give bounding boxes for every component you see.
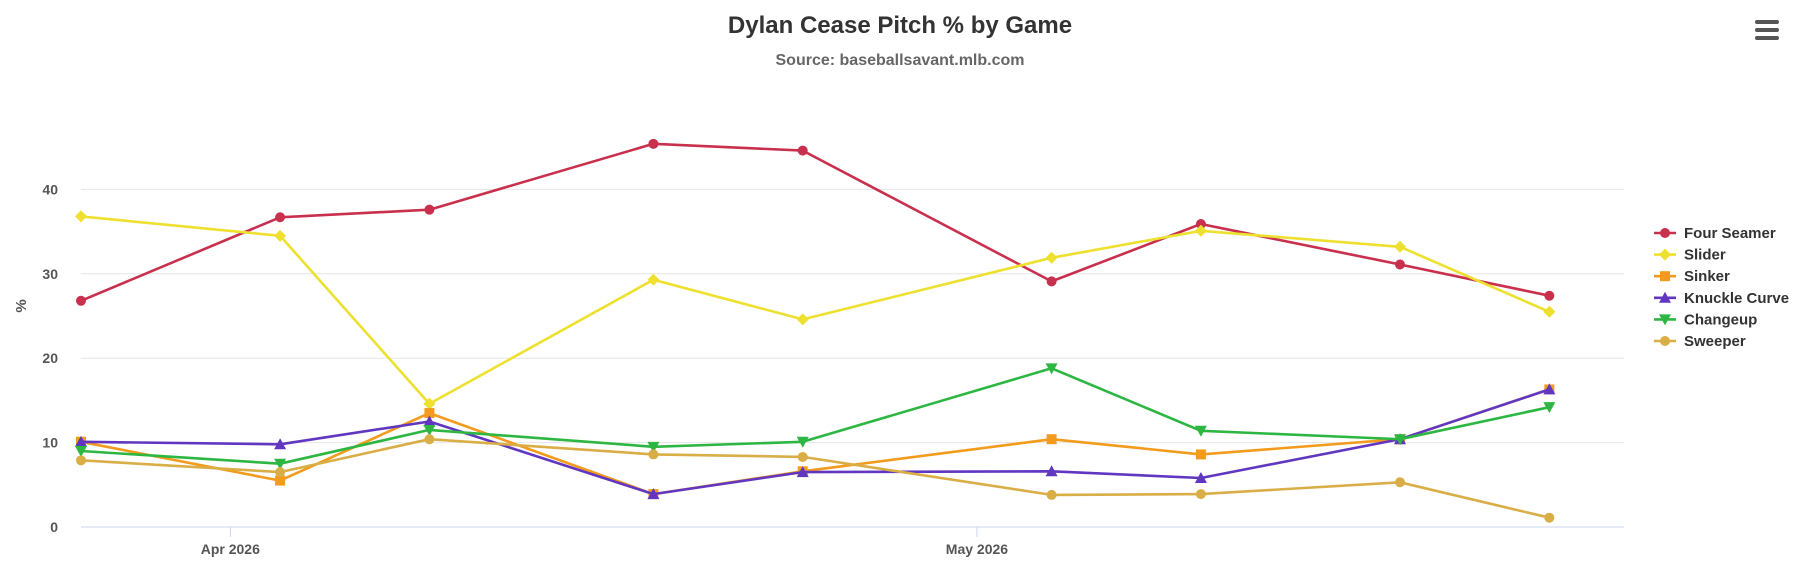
data-point[interactable] (797, 145, 808, 156)
data-point[interactable] (1544, 512, 1555, 523)
legend-item[interactable]: Slider (1654, 247, 1726, 264)
data-point[interactable] (1543, 305, 1556, 318)
legend-marker-symbol (1659, 314, 1671, 326)
legend-label: Knuckle Curve (1684, 290, 1789, 307)
data-point[interactable] (1046, 489, 1057, 500)
series-slider[interactable] (75, 210, 1556, 410)
data-point[interactable] (424, 204, 435, 215)
menu-bar-icon (1755, 20, 1779, 24)
data-point[interactable] (796, 436, 809, 448)
data-point[interactable] (423, 424, 436, 436)
data-point[interactable] (274, 458, 287, 470)
data-point[interactable] (76, 455, 86, 466)
legend-marker-symbol (1659, 248, 1671, 261)
data-point[interactable] (274, 438, 287, 450)
data-point[interactable] (275, 467, 286, 478)
data-point[interactable] (1544, 290, 1555, 301)
legend-marker-symbol (1660, 271, 1670, 282)
x-tick-label: Apr 2026 (201, 541, 260, 557)
y-tick-label: 20 (42, 350, 58, 366)
data-point[interactable] (1395, 477, 1406, 488)
data-point[interactable] (1194, 224, 1207, 237)
series-four-seamer[interactable] (76, 138, 1555, 306)
data-point[interactable] (1543, 383, 1556, 395)
chart-title: Dylan Cease Pitch % by Game (728, 12, 1072, 39)
data-point[interactable] (647, 488, 660, 500)
data-point[interactable] (796, 466, 809, 478)
data-point[interactable] (424, 408, 435, 419)
legend-label: Four Seamer (1684, 225, 1776, 242)
data-point[interactable] (275, 212, 286, 223)
axes: 0 10 20 30 40 Apr 2026 May 2026 (42, 181, 1624, 557)
series-line (79, 215, 1551, 406)
y-axis-title: % (13, 299, 30, 312)
data-point[interactable] (647, 273, 660, 286)
menu-bar-icon (1755, 36, 1779, 40)
legend-label: Slider (1684, 247, 1726, 264)
data-point[interactable] (275, 475, 286, 486)
series-sweeper[interactable] (76, 434, 1555, 523)
series-changeup[interactable] (75, 363, 1556, 470)
legend-item[interactable]: Changeup (1654, 311, 1757, 328)
data-point[interactable] (1046, 276, 1057, 287)
data-point[interactable] (76, 295, 86, 306)
data-point[interactable] (1543, 402, 1556, 414)
legend-label: Sweeper (1684, 333, 1746, 350)
data-point[interactable] (1394, 434, 1407, 446)
y-tick-label: 30 (42, 266, 58, 282)
data-point[interactable] (75, 446, 87, 458)
legend-marker-symbol (1660, 228, 1670, 238)
data-point[interactable] (423, 397, 436, 410)
menu-bar-icon (1755, 28, 1779, 32)
data-point[interactable] (1045, 465, 1058, 477)
data-point[interactable] (796, 313, 809, 326)
y-tick-label: 10 (42, 435, 58, 451)
series-line (79, 437, 1551, 519)
x-tick-label: May 2026 (946, 541, 1008, 557)
legend: Four Seamer Slider Sinker Knuckle Curve Chan… (1654, 225, 1789, 350)
data-point[interactable] (423, 415, 436, 427)
y-tick-label: 0 (50, 519, 58, 535)
data-point[interactable] (1045, 251, 1058, 264)
data-point[interactable] (647, 441, 660, 453)
legend-marker-symbol (1659, 291, 1671, 303)
series-knuckle-curve[interactable] (75, 383, 1556, 500)
data-point[interactable] (1045, 363, 1058, 375)
data-point[interactable] (75, 435, 87, 447)
data-point[interactable] (1194, 472, 1207, 484)
data-point[interactable] (1194, 425, 1207, 437)
chart-menu-button[interactable] (1752, 16, 1782, 44)
legend-item[interactable]: Sinker (1654, 268, 1730, 285)
data-point[interactable] (75, 210, 87, 223)
data-point[interactable] (1195, 219, 1206, 230)
data-point[interactable] (648, 138, 659, 149)
data-point[interactable] (648, 449, 659, 460)
series-group (75, 138, 1556, 523)
data-point[interactable] (1046, 434, 1057, 445)
series-line (79, 367, 1551, 465)
data-point[interactable] (797, 451, 808, 462)
grid-lines (81, 188, 1624, 444)
chart-subtitle: Source: baseballsavant.mlb.com (776, 52, 1025, 69)
data-point[interactable] (1195, 449, 1206, 460)
data-point[interactable] (424, 434, 435, 445)
legend-label: Sinker (1684, 268, 1730, 285)
legend-label: Changeup (1684, 311, 1757, 328)
series-line (79, 142, 1551, 303)
legend-item[interactable]: Four Seamer (1654, 225, 1776, 242)
data-point[interactable] (274, 229, 287, 242)
data-point[interactable] (1195, 489, 1206, 500)
legend-item[interactable]: Knuckle Curve (1654, 290, 1789, 307)
legend-item[interactable]: Sweeper (1654, 333, 1746, 350)
data-point[interactable] (1394, 240, 1407, 253)
series-line (79, 388, 1551, 496)
legend-marker-symbol (1660, 336, 1670, 346)
data-point[interactable] (1395, 259, 1406, 270)
y-tick-label: 40 (42, 181, 58, 197)
